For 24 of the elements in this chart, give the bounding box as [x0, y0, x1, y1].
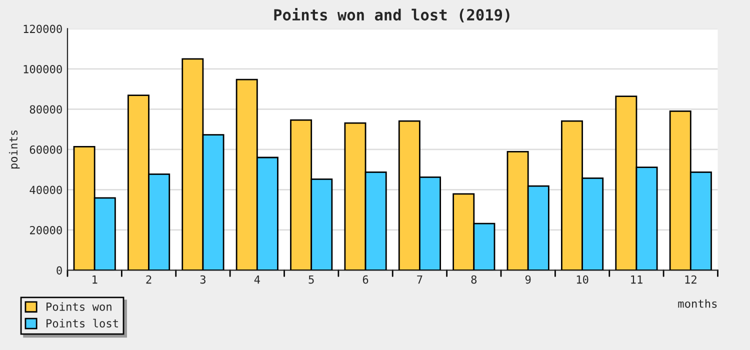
- x-tick-label: 2: [146, 275, 152, 284]
- x-tick-label: 1: [92, 275, 98, 284]
- chart-title: Points won and lost (2019): [274, 8, 510, 22]
- x-tick-label: 12: [685, 275, 696, 284]
- legend-label: Points won: [46, 302, 112, 311]
- x-tick-label: 8: [471, 275, 477, 284]
- x-tick-label: 6: [362, 275, 368, 284]
- x-axis-title: months: [678, 299, 717, 308]
- y-tick-label: 40000: [30, 186, 62, 194]
- y-tick-label: 0: [56, 266, 62, 275]
- x-tick-label: 10: [576, 275, 588, 284]
- x-tick-label: 4: [254, 275, 260, 284]
- y-tick-label: 60000: [30, 145, 62, 154]
- y-axis-title: points: [8, 130, 20, 168]
- y-tick-label: 120000: [24, 24, 62, 34]
- y-tick-label: 80000: [30, 105, 62, 114]
- legend-label: Points lost: [46, 318, 118, 328]
- x-tick-label: 7: [417, 275, 422, 284]
- y-tick-label: 100000: [24, 64, 62, 74]
- x-tick-label: 3: [200, 275, 206, 284]
- x-tick-label: 11: [631, 275, 642, 284]
- y-tick-label: 20000: [30, 226, 62, 234]
- x-tick-label: 9: [525, 275, 531, 284]
- x-tick-label: 5: [308, 275, 314, 284]
